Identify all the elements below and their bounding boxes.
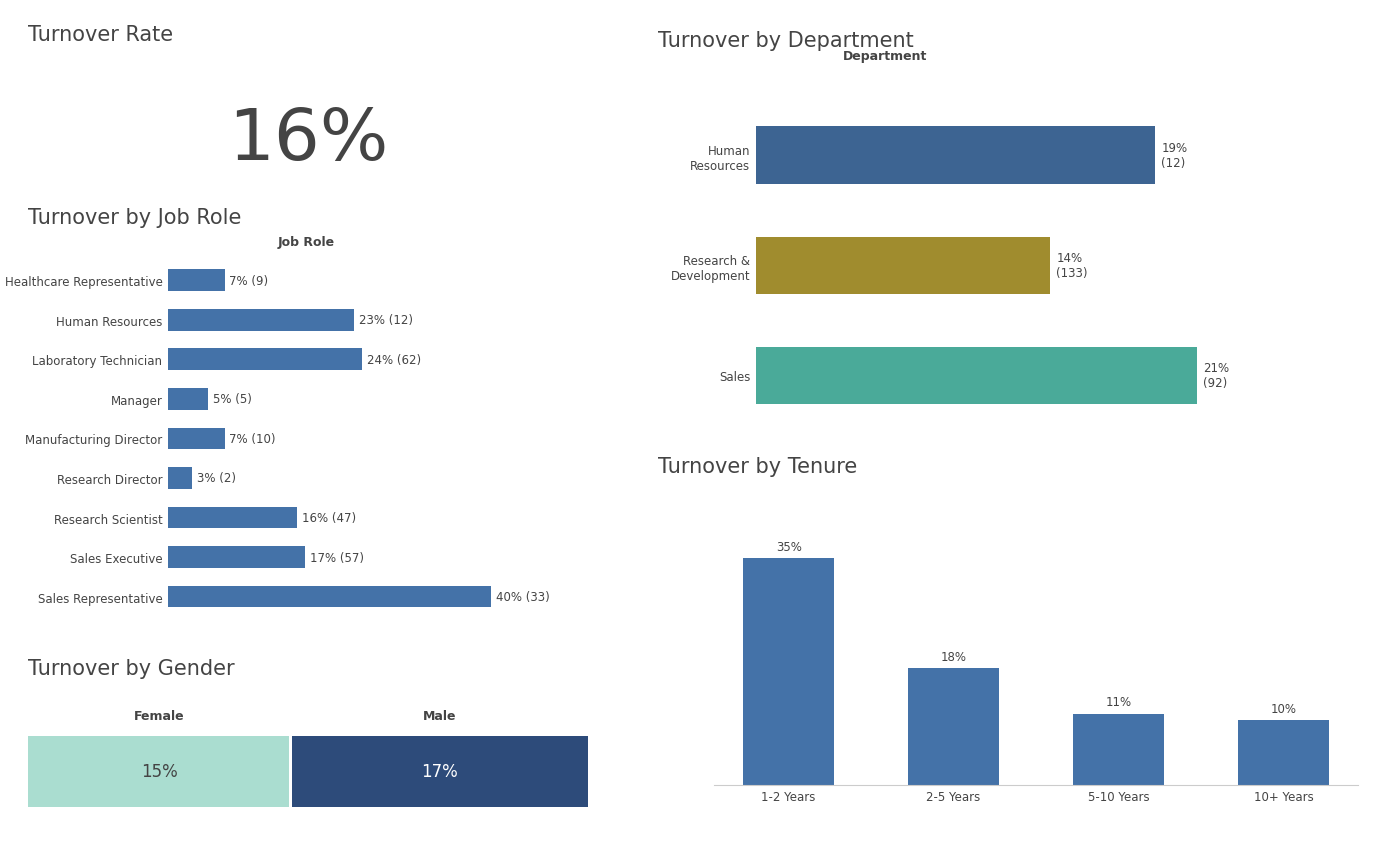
Text: Turnover by Gender: Turnover by Gender [28,658,235,679]
Text: 3% (2): 3% (2) [197,472,237,485]
Bar [28,736,290,807]
Bar [756,347,1197,404]
Text: 7% (9): 7% (9) [230,274,269,287]
Bar [168,586,491,608]
Text: 5% (5): 5% (5) [213,392,252,406]
Text: 11%: 11% [1106,695,1131,708]
Text: 19%
(12): 19% (12) [1162,142,1187,170]
Text: 15%: 15% [141,762,178,781]
Text: 24% (62): 24% (62) [367,354,421,366]
Bar [168,507,297,528]
Text: Male: Male [423,710,456,722]
Text: 16% (47): 16% (47) [302,511,356,524]
Bar [756,237,1050,295]
Bar [756,127,1155,185]
Text: Turnover Rate: Turnover Rate [28,25,174,46]
Text: Job Role: Job Role [279,236,335,249]
Bar [291,736,588,807]
Text: 17% (57): 17% (57) [311,551,364,564]
Text: 21%
(92): 21% (92) [1203,362,1229,390]
Bar [909,668,998,785]
Text: 7% (10): 7% (10) [230,432,276,446]
Text: Department: Department [843,51,928,63]
Bar [168,388,209,410]
Bar [168,468,192,490]
Text: 18%: 18% [941,650,966,663]
Text: 10%: 10% [1270,702,1296,715]
Text: 35%: 35% [776,540,802,553]
Bar [168,349,361,371]
Text: 16%: 16% [228,106,388,175]
Bar [168,310,354,331]
Bar [168,270,224,292]
Text: 14%
(133): 14% (133) [1056,252,1088,280]
Bar [743,558,834,785]
Bar [1238,720,1329,785]
Text: 40% (33): 40% (33) [496,591,550,603]
Text: 17%: 17% [421,762,458,781]
Text: Turnover by Tenure: Turnover by Tenure [658,457,857,477]
Text: Female: Female [134,710,185,722]
Text: 23% (12): 23% (12) [358,314,413,327]
Text: Turnover by Department: Turnover by Department [658,30,914,51]
Text: Turnover by Job Role: Turnover by Job Role [28,208,241,228]
Bar [168,547,305,568]
Bar [1074,714,1163,785]
Bar [168,428,224,450]
